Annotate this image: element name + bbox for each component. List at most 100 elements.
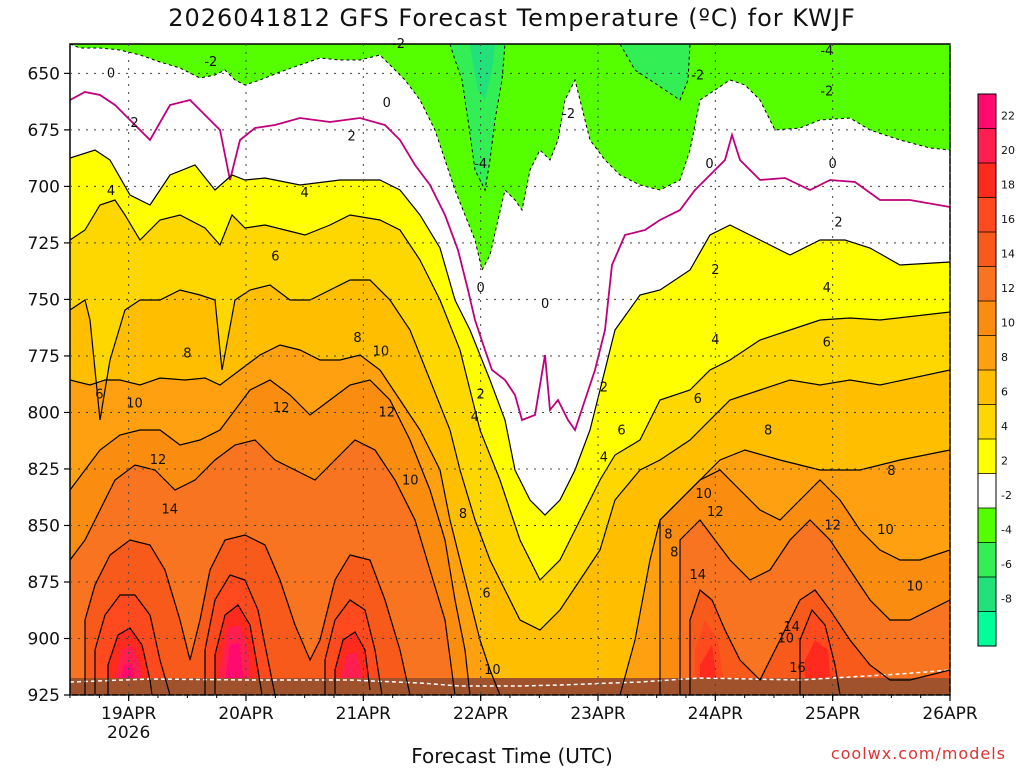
colorbar-swatch-13	[978, 542, 996, 578]
colorbar: 22 20 18 16 14 12 10 8 6 4 2 -2 -4 -6 -8	[977, 93, 1015, 647]
contour-label-17: 2	[711, 263, 719, 278]
contour-label-13: 2	[130, 116, 138, 131]
fill-band-neg2-neg4	[70, 44, 950, 270]
colorbar-label-22: 22	[1001, 110, 1015, 123]
y-tick-label-900: 900	[28, 629, 60, 649]
isotherm-8	[70, 344, 950, 695]
x-axis-label: Forecast Time (UTC)	[411, 744, 613, 768]
contour-label-12: -4	[820, 44, 833, 59]
contour-label-21: 4	[471, 410, 479, 425]
contour-label-30: 6	[823, 335, 831, 350]
isotherm-10	[70, 379, 950, 695]
contour-label-15: 2	[477, 387, 485, 402]
y-tick-label-725: 725	[28, 234, 60, 254]
colorbar-label-8: 8	[1001, 351, 1008, 364]
y-tick-label-650: 650	[28, 64, 60, 84]
contour-label-43: 10	[777, 631, 794, 646]
colorbar-swatch-10	[978, 439, 996, 474]
contour-label-33: 8	[459, 507, 467, 522]
x-tick-label-25APR: 25APR	[805, 704, 861, 724]
x-tick-label-19APR: 19APR	[101, 704, 157, 724]
isotherm-2	[70, 149, 950, 516]
contour-label-3: 0	[541, 297, 549, 312]
colorbar-swatch-1	[978, 128, 996, 164]
contour-label-48: 12	[379, 405, 396, 420]
fill-band-neg6-neg8	[470, 44, 495, 100]
contour-label-28: 6	[617, 424, 625, 439]
x-tick-label-22APR: 22APR	[453, 704, 509, 724]
isotherm-lines	[70, 149, 950, 695]
colorbar-label-18: 18	[1001, 179, 1015, 192]
colorbar-label-10: 10	[1001, 317, 1015, 330]
y-tick-label-800: 800	[28, 403, 60, 423]
contour-label-5: 0	[829, 157, 837, 172]
contour-label-24: 4	[823, 281, 831, 296]
colorbar-swatch-8	[978, 370, 996, 405]
contour-label-14: 2	[347, 130, 355, 145]
isotherm-neg2	[70, 44, 950, 272]
contour-label-47: 12	[273, 401, 290, 416]
contour-label-46: 12	[150, 453, 167, 468]
colorbar-label-16: 16	[1001, 213, 1015, 226]
contour-label-26: 6	[271, 249, 279, 264]
x-tick-label-21APR: 21APR	[336, 704, 392, 724]
colorbar-swatch-15	[978, 611, 996, 647]
contour-label-41: 10	[484, 663, 501, 678]
colorbar-label--6: -6	[1001, 558, 1012, 571]
contour-label-6: -2	[204, 55, 217, 70]
contour-label-18: 2	[834, 216, 842, 231]
colorbar-label-12: 12	[1001, 282, 1015, 295]
colorbar-swatch-5	[978, 266, 996, 302]
x-tick-label-20APR: 20APR	[218, 704, 274, 724]
contour-label-20: 4	[301, 186, 309, 201]
contour-zero-line	[70, 91, 950, 432]
contour-label-50: 12	[824, 518, 841, 533]
colorbar-label-6: 6	[1001, 386, 1008, 399]
contour-label-52: 14	[689, 568, 706, 583]
surface-terrain	[70, 678, 950, 695]
isotherm-16	[94, 574, 841, 695]
contour-label-51: 14	[161, 503, 178, 518]
y-tick-label-775: 775	[28, 347, 60, 367]
x-tick-label-26APR: 26APR	[922, 704, 978, 724]
y-tick-label-875: 875	[28, 573, 60, 593]
contour-label-19: 4	[107, 184, 115, 199]
colorbar-swatch-0	[978, 94, 996, 129]
contour-label-44: 10	[877, 523, 894, 538]
contour-label-53: 14	[783, 620, 800, 635]
contour-label-49: 12	[707, 505, 724, 520]
contour-label-34: 8	[664, 528, 672, 543]
colorbar-swatch-4	[978, 232, 996, 267]
colorbar-swatch-9	[978, 404, 996, 440]
contour-label-1: 0	[383, 96, 391, 111]
y-tick-label-750: 750	[28, 290, 60, 310]
y-tick-label-850: 850	[28, 516, 60, 536]
contour-label-16: 2	[600, 381, 608, 396]
contour-label-27: 6	[482, 586, 490, 601]
colorbar-label-14: 14	[1001, 248, 1015, 261]
isotherm-neg4	[449, 44, 691, 192]
colorbar-swatch-12	[978, 508, 996, 543]
contour-label-36: 8	[764, 424, 772, 439]
contour-label-54: 16	[789, 661, 806, 676]
isotherm-14	[84, 534, 950, 695]
contour-label-32: 8	[353, 331, 361, 346]
fill-band-18-20	[108, 605, 832, 695]
contour-label-11: -4	[474, 157, 487, 172]
isotherm-18	[107, 604, 371, 695]
contour-label-8: -2	[562, 107, 575, 122]
grid-lines	[70, 44, 951, 696]
colorbar-swatch-11	[978, 473, 996, 509]
credit-link[interactable]: coolwx.com/models	[830, 744, 1006, 763]
contour-label-23: 4	[711, 333, 719, 348]
contour-label-42: 10	[695, 487, 712, 502]
contour-label-2: 0	[477, 281, 485, 296]
colorbar-swatch-2	[978, 163, 996, 198]
contour-label-39: 10	[373, 344, 390, 359]
contour-label-0: 0	[107, 66, 115, 81]
colorbar-swatch-7	[978, 335, 996, 371]
contour-label-40: 10	[402, 473, 419, 488]
